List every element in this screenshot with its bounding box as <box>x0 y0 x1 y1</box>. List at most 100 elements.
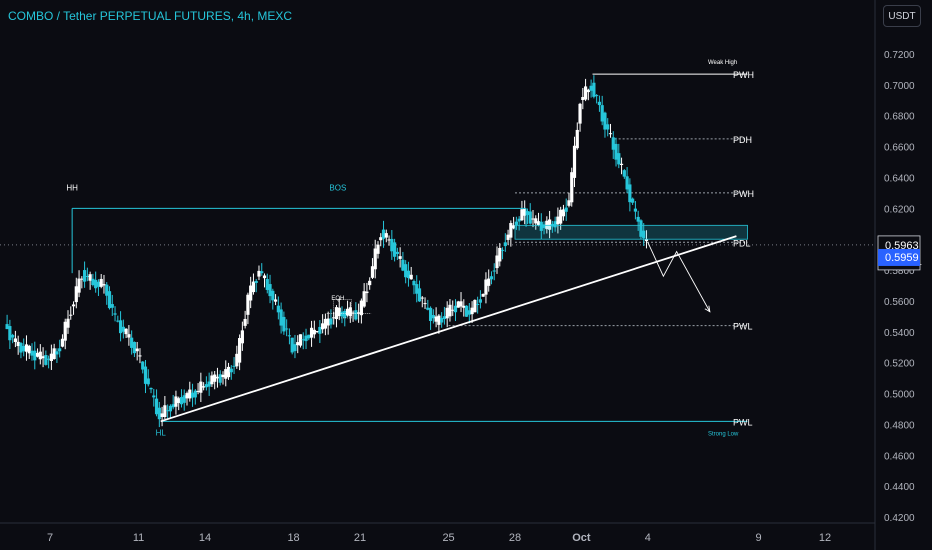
candle-body <box>440 317 444 323</box>
candle-body <box>487 278 491 286</box>
candle-body <box>221 374 225 378</box>
candle-body <box>448 304 452 317</box>
price-tick-label: 0.4600 <box>884 451 915 462</box>
price-tick-label: 0.6400 <box>884 173 915 184</box>
key-level-label: PWL <box>733 322 753 332</box>
candle-body <box>143 366 148 384</box>
chart-title: COMBO / Tether PERPETUAL FUTURES, 4h, ME… <box>8 9 293 23</box>
candle-body <box>265 279 269 290</box>
candle-body <box>149 387 153 390</box>
candle-body <box>11 334 15 338</box>
candle-body <box>71 304 76 307</box>
candle-body <box>94 279 98 289</box>
candle-body <box>387 239 391 241</box>
candle-body <box>260 271 264 274</box>
candle-body <box>528 211 532 224</box>
candle-body <box>257 270 261 277</box>
candle-body <box>226 366 231 378</box>
price-tick-label: 0.6200 <box>884 204 915 215</box>
candle-body <box>514 221 518 225</box>
key-level-tag: Strong Low <box>708 431 739 437</box>
candle-body <box>5 324 9 330</box>
candle-body <box>492 270 496 272</box>
candle-body <box>152 395 156 398</box>
candle-body <box>362 291 366 307</box>
candle-body <box>384 233 388 238</box>
time-tick-label: 14 <box>199 532 211 544</box>
candle-body <box>237 338 242 363</box>
candle-body <box>30 350 34 356</box>
candle-body <box>13 338 18 342</box>
candle-body <box>323 318 328 329</box>
candle-body <box>41 356 45 359</box>
candle-body <box>592 82 596 97</box>
candle-body <box>445 307 449 319</box>
candle-body <box>572 145 577 178</box>
candle-body <box>498 247 502 262</box>
candle-body <box>409 274 413 280</box>
candle-body <box>589 85 593 91</box>
candles <box>5 75 649 428</box>
candle-body <box>58 348 62 352</box>
candle-body <box>597 101 602 106</box>
candle-body <box>478 299 483 303</box>
candle-body <box>357 312 361 314</box>
projection-path <box>647 242 711 312</box>
candle-body <box>52 348 56 360</box>
candle-body <box>163 405 167 417</box>
candle-body <box>157 407 161 420</box>
candle-body <box>631 198 635 203</box>
candle-body <box>285 328 289 330</box>
candle-body <box>329 318 333 325</box>
candle-body <box>190 392 195 398</box>
last-price-value: 0.5963 <box>885 240 919 252</box>
candle-body <box>359 300 363 316</box>
candle-body <box>368 280 372 286</box>
candle-body <box>298 334 303 346</box>
time-axis[interactable]: 7 11 14 18 21 25 28 Oct 4 9 12 <box>47 532 831 544</box>
candle-body <box>268 284 272 297</box>
candle-body <box>379 237 383 241</box>
candle-body <box>204 384 208 388</box>
candle-body <box>33 350 37 361</box>
candle-body <box>312 329 316 335</box>
candle-body <box>370 266 375 278</box>
candle-body <box>326 318 330 326</box>
candle-body <box>470 307 474 315</box>
currency-button[interactable]: USDT <box>883 5 921 27</box>
candle-body <box>398 256 402 259</box>
candle-body <box>517 218 521 222</box>
candle-body <box>500 249 505 251</box>
time-tick-label: 25 <box>442 532 454 544</box>
candle-body <box>290 337 294 353</box>
candle-body <box>392 242 397 257</box>
candle-body <box>85 276 89 278</box>
candle-body <box>365 291 369 294</box>
candle-body <box>628 184 632 203</box>
candle-body <box>102 284 106 286</box>
candle-body <box>293 344 297 352</box>
candle-body <box>547 219 552 230</box>
time-tick-label: 11 <box>133 532 144 544</box>
candle-body <box>318 326 322 334</box>
candle-body <box>22 346 26 352</box>
candle-body <box>423 303 427 305</box>
candle-body <box>240 330 244 344</box>
candle-body <box>531 218 535 220</box>
candle-body <box>570 172 574 203</box>
structure-label: HL <box>156 428 167 437</box>
current-price-value: 0.5959 <box>885 252 919 264</box>
candle-body <box>523 208 527 216</box>
candle-body <box>603 112 607 130</box>
candle-body <box>27 345 31 354</box>
drawings: HH BOS EQH HL <box>66 183 748 437</box>
candle-body <box>273 299 278 302</box>
price-tick-label: 0.6800 <box>884 112 915 123</box>
candle-body <box>146 378 150 385</box>
candle-body <box>390 238 394 252</box>
time-tick-label: 4 <box>645 532 651 544</box>
candle-body <box>124 328 128 335</box>
candle-body <box>434 316 438 322</box>
candle-body <box>484 279 488 295</box>
